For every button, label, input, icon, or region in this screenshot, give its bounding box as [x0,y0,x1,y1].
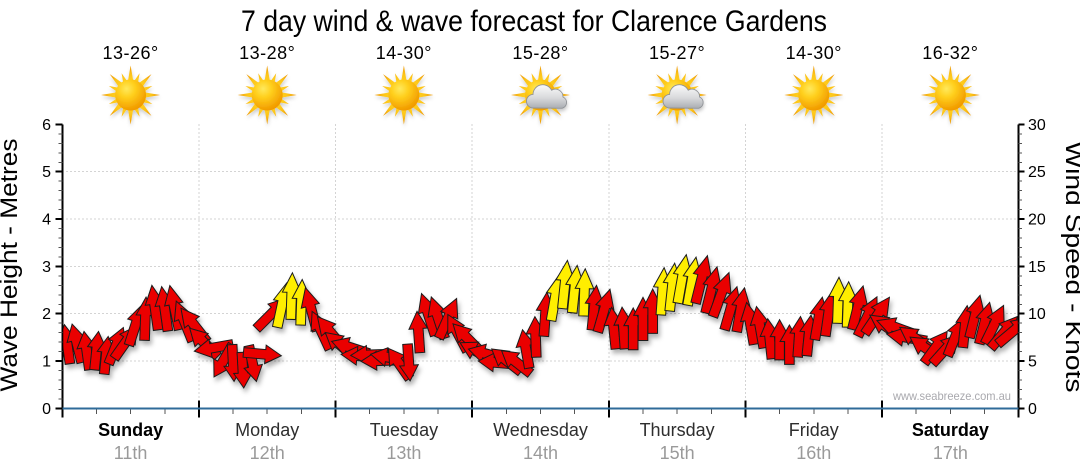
svg-text:25: 25 [1028,164,1046,181]
svg-text:20: 20 [1028,212,1046,229]
svg-text:4: 4 [42,212,51,229]
svg-text:13-28°: 13-28° [239,43,295,63]
svg-text:5: 5 [1028,354,1037,371]
svg-text:Saturday: Saturday [912,420,989,440]
svg-text:0: 0 [1028,401,1037,418]
svg-text:7 day wind & wave forecast for: 7 day wind & wave forecast for Clarence … [241,5,827,38]
svg-text:13th: 13th [386,443,421,463]
svg-text:Monday: Monday [235,420,299,440]
svg-text:5: 5 [42,164,51,181]
svg-text:14-30°: 14-30° [376,43,432,63]
svg-text:0: 0 [42,401,51,418]
svg-text:Wave Height - Metres: Wave Height - Metres [0,138,23,391]
svg-text:16th: 16th [796,443,831,463]
svg-text:15th: 15th [660,443,695,463]
svg-text:11th: 11th [114,443,148,463]
svg-text:16-32°: 16-32° [922,43,978,63]
svg-text:1: 1 [42,354,51,371]
svg-text:3: 3 [42,259,51,276]
svg-text:Tuesday: Tuesday [370,420,438,440]
svg-text:2: 2 [42,306,51,323]
svg-text:Sunday: Sunday [98,420,163,440]
svg-text:30: 30 [1028,117,1046,134]
svg-text:12th: 12th [250,443,285,463]
svg-text:14-30°: 14-30° [786,43,842,63]
svg-text:15-28°: 15-28° [512,43,568,63]
svg-text:Friday: Friday [789,420,839,440]
svg-text:www.seabreeze.com.au: www.seabreeze.com.au [892,389,1011,403]
svg-text:17th: 17th [933,443,968,463]
svg-text:6: 6 [42,117,51,134]
svg-text:Thursday: Thursday [640,420,715,440]
svg-text:13-26°: 13-26° [102,43,158,63]
svg-text:Wind Speed - Knots: Wind Speed - Knots [1060,142,1080,393]
svg-text:Wednesday: Wednesday [493,420,588,440]
svg-text:15: 15 [1028,259,1046,276]
svg-text:14th: 14th [523,443,558,463]
svg-text:10: 10 [1028,306,1046,323]
svg-text:15-27°: 15-27° [649,43,705,63]
